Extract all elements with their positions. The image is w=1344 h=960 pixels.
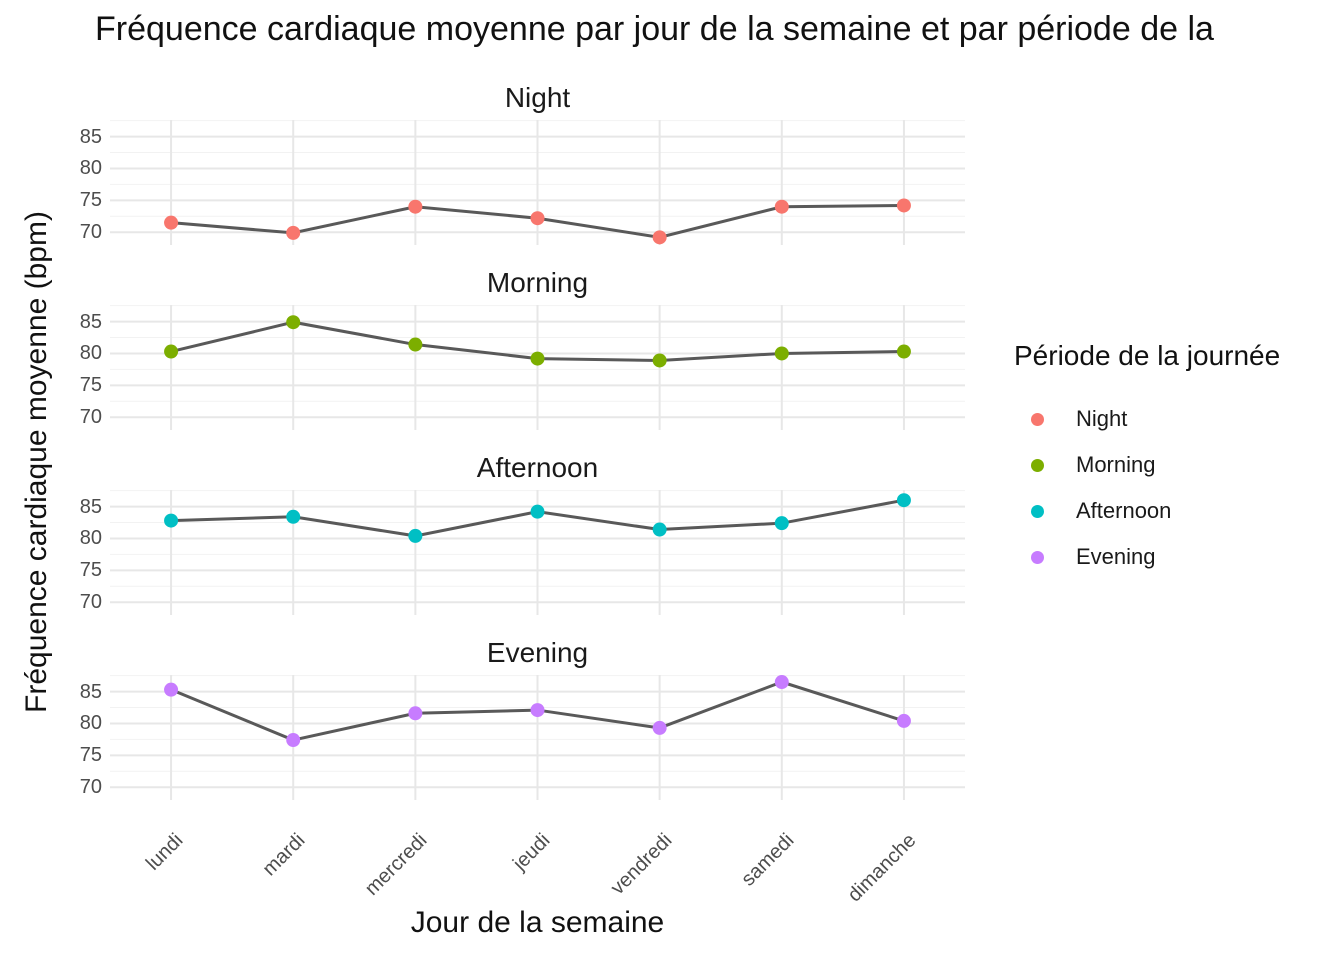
legend-title: Période de la journée — [1014, 340, 1281, 371]
y-tick-label: 75 — [79, 744, 102, 767]
y-tick-label: 85 — [79, 680, 102, 703]
y-tick-label: 80 — [79, 157, 102, 180]
legend-item-morning: Morning — [1014, 442, 1280, 488]
x-tick-label-lundi: lundi — [142, 829, 188, 875]
data-point-afternoon-samedi — [774, 516, 789, 531]
facet-panel-morning — [110, 305, 965, 430]
data-point-afternoon-lundi — [164, 513, 179, 528]
data-point-evening-samedi — [774, 675, 789, 690]
legend-item-evening: Evening — [1014, 534, 1280, 580]
chart-title: Fréquence cardiaque moyenne par jour de … — [95, 10, 1214, 48]
facet-panel-night — [110, 120, 965, 245]
x-tick-label-mardi: mardi — [258, 829, 310, 881]
facet-strip-afternoon: Afternoon — [476, 452, 599, 483]
facet-panel-afternoon — [110, 490, 965, 615]
legend-label: Evening — [1076, 544, 1156, 569]
legend-item-afternoon: Afternoon — [1014, 488, 1280, 534]
data-point-evening-vendredi — [652, 720, 667, 735]
data-point-afternoon-dimanche — [896, 493, 911, 508]
y-axis-title: Fréquence cardiaque moyenne (bpm) — [20, 211, 53, 713]
data-point-night-vendredi — [652, 230, 667, 245]
y-tick-label: 80 — [79, 527, 102, 550]
data-point-evening-mardi — [286, 733, 301, 748]
facet-panel-evening — [110, 675, 965, 800]
data-point-evening-lundi — [164, 682, 179, 697]
legend-label: Morning — [1076, 452, 1156, 477]
x-tick-label-dimanche: dimanche — [843, 829, 921, 907]
data-point-morning-mercredi — [408, 337, 423, 352]
data-point-night-samedi — [774, 199, 789, 214]
facet-strip-morning: Morning — [486, 267, 589, 298]
data-point-night-mercredi — [408, 199, 423, 214]
data-point-morning-samedi — [774, 346, 789, 361]
y-tick-label: 75 — [79, 559, 102, 582]
facet-strip-evening: Evening — [486, 637, 589, 668]
legend-dot-icon — [1031, 412, 1044, 426]
x-tick-label-vendredi: vendredi — [606, 829, 677, 900]
legend-dot-icon — [1031, 458, 1044, 472]
x-axis-title: Jour de la semaine — [410, 906, 665, 939]
y-tick-label: 80 — [79, 712, 102, 735]
y-tick-label: 70 — [79, 591, 102, 614]
facet-strip-night: Night — [504, 82, 571, 113]
data-point-afternoon-jeudi — [530, 504, 545, 519]
y-tick-label: 80 — [79, 342, 102, 365]
data-point-morning-vendredi — [652, 353, 667, 368]
data-point-night-lundi — [164, 215, 179, 230]
data-point-afternoon-mercredi — [408, 528, 423, 543]
y-tick-label: 70 — [79, 221, 102, 244]
data-point-morning-jeudi — [530, 351, 545, 366]
data-point-evening-jeudi — [530, 703, 545, 718]
data-point-afternoon-vendredi — [652, 522, 667, 537]
data-point-evening-mercredi — [408, 706, 423, 721]
legend-item-night: Night — [1014, 396, 1280, 442]
data-point-morning-mardi — [286, 315, 301, 330]
data-point-night-jeudi — [530, 211, 545, 226]
legend-items: Night Morning Afternoon Evening — [1014, 396, 1280, 580]
data-point-evening-dimanche — [896, 713, 911, 728]
legend: Période de la journée Night Morning Aftern… — [1014, 340, 1280, 580]
legend-label: Night — [1076, 406, 1128, 431]
legend-dot-icon — [1031, 504, 1044, 518]
y-tick-label: 85 — [79, 495, 102, 518]
legend-label: Afternoon — [1076, 498, 1172, 523]
y-tick-label: 85 — [79, 125, 102, 148]
y-tick-label: 75 — [79, 374, 102, 397]
y-tick-label: 75 — [79, 189, 102, 212]
y-tick-label: 70 — [79, 406, 102, 429]
data-point-morning-lundi — [164, 344, 179, 359]
x-tick-label-mercredi: mercredi — [361, 829, 432, 900]
legend-dot-icon — [1031, 550, 1044, 564]
data-point-morning-dimanche — [896, 344, 911, 359]
data-point-night-dimanche — [896, 198, 911, 213]
x-tick-label-samedi: samedi — [737, 829, 799, 891]
y-tick-label: 70 — [79, 776, 102, 799]
y-tick-label: 85 — [79, 310, 102, 333]
data-point-night-mardi — [286, 225, 301, 240]
x-tick-label-jeudi: jeudi — [508, 829, 554, 875]
data-point-afternoon-mardi — [286, 509, 301, 524]
